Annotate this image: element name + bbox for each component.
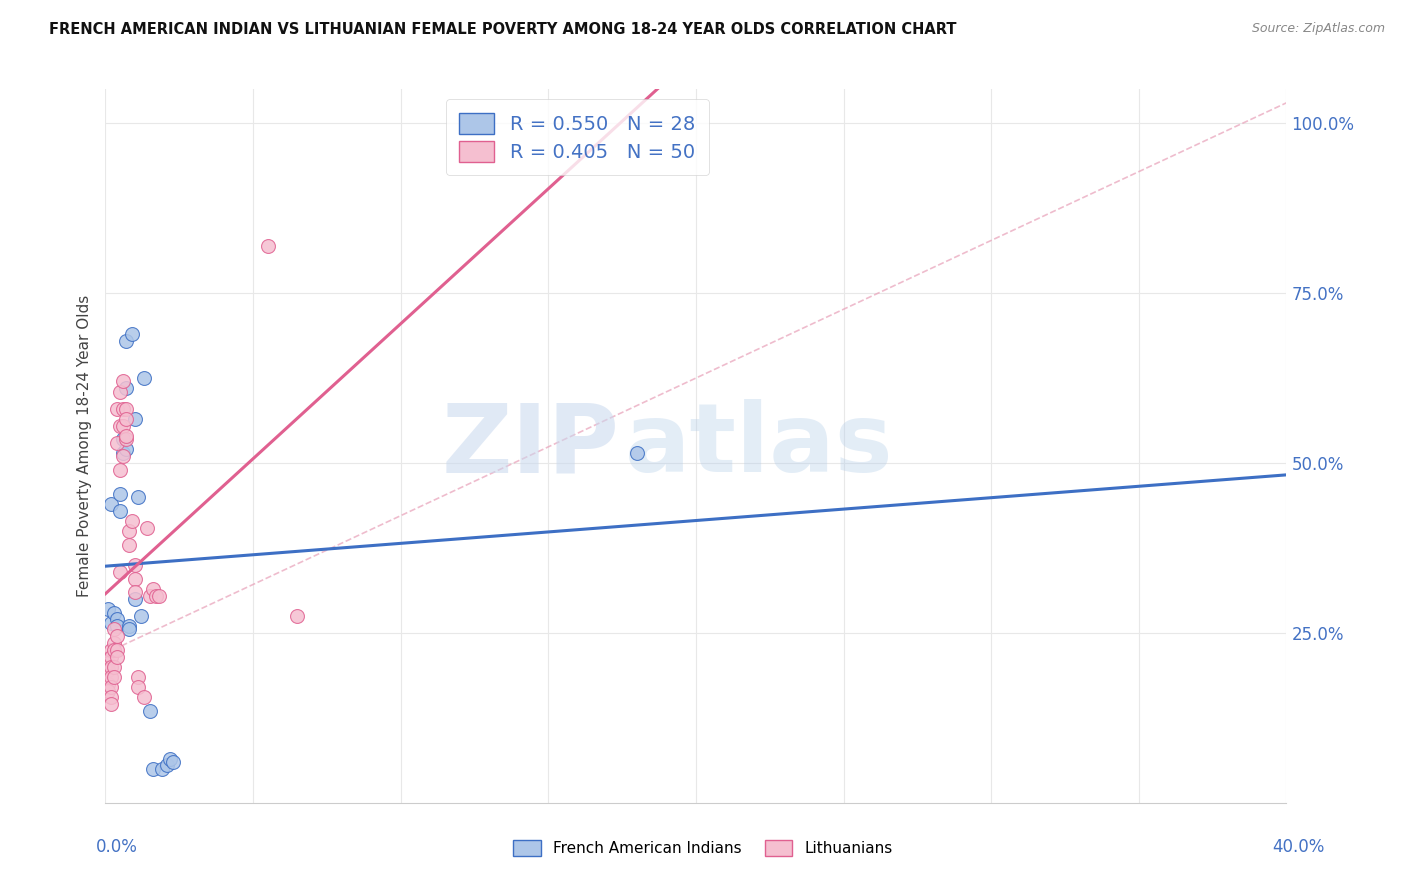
Point <box>105 649 128 664</box>
Point <box>115 381 138 395</box>
Point <box>115 401 138 416</box>
Point <box>124 558 146 572</box>
Point <box>105 401 128 416</box>
Point <box>112 446 135 460</box>
Point <box>110 503 132 517</box>
Legend: R = 0.550   N = 28, R = 0.405   N = 50: R = 0.550 N = 28, R = 0.405 N = 50 <box>446 99 709 176</box>
Point <box>118 524 141 538</box>
Point <box>100 497 122 511</box>
Point <box>100 690 122 705</box>
Point <box>257 238 280 252</box>
Point <box>159 751 181 765</box>
Point <box>103 670 125 684</box>
Text: 0.0%: 0.0% <box>96 838 138 855</box>
Point <box>115 334 138 348</box>
Y-axis label: Female Poverty Among 18-24 Year Olds: Female Poverty Among 18-24 Year Olds <box>76 295 91 597</box>
Point <box>115 442 138 457</box>
Point <box>110 565 132 579</box>
Point <box>626 446 648 460</box>
Point <box>110 418 132 433</box>
Point <box>105 643 128 657</box>
Point <box>112 449 135 463</box>
Point <box>112 401 135 416</box>
Point <box>118 623 141 637</box>
Point <box>97 663 120 677</box>
Point <box>94 660 117 674</box>
Point <box>105 619 128 633</box>
Text: FRENCH AMERICAN INDIAN VS LITHUANIAN FEMALE POVERTY AMONG 18-24 YEAR OLDS CORREL: FRENCH AMERICAN INDIAN VS LITHUANIAN FEM… <box>49 22 956 37</box>
Point <box>100 643 122 657</box>
Point <box>100 698 122 712</box>
Point <box>112 432 135 446</box>
Point <box>97 602 120 616</box>
Point <box>100 649 122 664</box>
Point <box>103 636 125 650</box>
Point <box>132 371 155 385</box>
Text: 40.0%: 40.0% <box>1272 838 1324 855</box>
Point <box>127 490 149 504</box>
Point <box>138 704 162 718</box>
Point <box>118 619 141 633</box>
Text: ZIP: ZIP <box>441 400 619 492</box>
Point <box>138 589 162 603</box>
Point <box>105 629 128 643</box>
Point <box>121 514 143 528</box>
Point <box>135 520 157 534</box>
Point <box>124 591 146 606</box>
Point <box>97 657 120 671</box>
Point <box>103 623 125 637</box>
Point <box>142 582 165 596</box>
Point <box>287 608 309 623</box>
Point <box>103 660 125 674</box>
Point <box>127 680 149 694</box>
Point <box>100 680 122 694</box>
Point <box>100 660 122 674</box>
Point <box>162 755 184 769</box>
Point <box>121 326 143 341</box>
Point <box>118 537 141 551</box>
Point <box>112 418 135 433</box>
Legend: French American Indians, Lithuanians: French American Indians, Lithuanians <box>508 834 898 862</box>
Point <box>97 677 120 691</box>
Point <box>112 375 135 389</box>
Point <box>124 572 146 586</box>
Point <box>156 758 179 772</box>
Point <box>124 585 146 599</box>
Point <box>115 412 138 426</box>
Point <box>127 670 149 684</box>
Point <box>103 606 125 620</box>
Point <box>129 608 152 623</box>
Point <box>105 612 128 626</box>
Point <box>100 670 122 684</box>
Point <box>132 690 155 705</box>
Point <box>115 432 138 446</box>
Point <box>103 643 125 657</box>
Point <box>124 412 146 426</box>
Text: Source: ZipAtlas.com: Source: ZipAtlas.com <box>1251 22 1385 36</box>
Point <box>110 384 132 399</box>
Point <box>115 429 138 443</box>
Point <box>145 589 167 603</box>
Text: atlas: atlas <box>626 400 894 492</box>
Point <box>110 463 132 477</box>
Point <box>110 486 132 500</box>
Point <box>105 435 128 450</box>
Point <box>97 683 120 698</box>
Point <box>100 615 122 630</box>
Point <box>148 589 170 603</box>
Point <box>150 762 173 776</box>
Point <box>142 762 165 776</box>
